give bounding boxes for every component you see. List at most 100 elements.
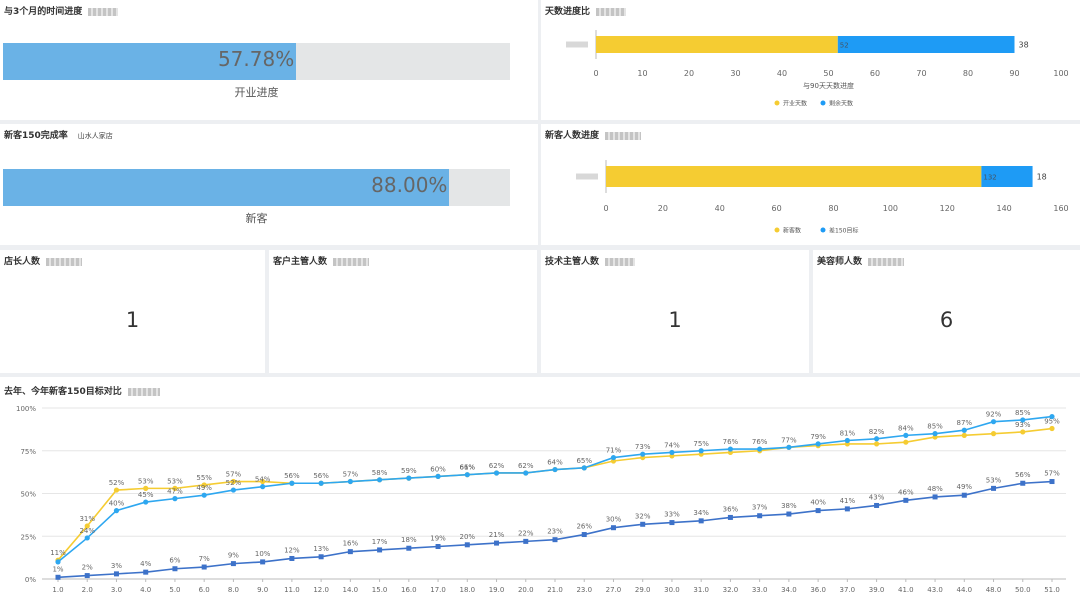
data-label: 20% [460,533,476,541]
data-label: 85% [1015,409,1031,417]
data-point [757,513,763,519]
data-label: 22% [518,529,534,537]
x-tick-label: 16.0 [401,586,417,594]
legend-label: 开业天数 [783,100,807,108]
data-label: 61% [460,464,476,472]
data-label: 37% [752,504,768,512]
data-point [201,564,207,570]
panel-title: 天数进度比 [545,4,627,17]
data-point [55,574,61,580]
x-tick-label: 1.0 [52,586,63,594]
data-point [991,485,997,491]
legend-label: 剩余天数 [829,100,853,108]
bar-segment-1 [606,166,982,187]
x-tick-label: 29.0 [635,586,651,594]
x-tick-label: 9.0 [257,586,268,594]
data-point [318,554,324,560]
redacted-category-label [576,173,598,180]
data-point [727,446,734,452]
data-point [347,549,353,555]
bar-segment-1 [596,36,838,53]
data-point [172,485,178,491]
x-tick-label: 80 [828,204,838,213]
data-label: 58% [372,469,388,477]
data-label: 57% [343,471,359,479]
kpi-title: 技术主管人数 [545,254,636,267]
data-point [435,544,441,550]
data-label: 32% [635,512,651,520]
data-label: 49% [957,483,973,491]
data-label: 81% [840,429,856,437]
kpi-beautician: 美容师人数 6 [813,250,1080,373]
data-label: 52% [226,479,242,487]
data-point [464,472,470,478]
x-tick-label: 44.0 [956,586,972,594]
data-point [815,508,821,514]
x-tick-label: 60 [772,204,782,213]
kpi-value: 1 [668,308,682,332]
data-point [113,508,120,514]
data-point [669,449,675,456]
progress-bar: 57.78% [3,43,510,80]
days-ratio-panel: 天数进度比 52 38 0 10 20 30 40 50 60 70 80 90 100 与90天天数进度… [541,0,1080,120]
x-tick-label: 8.0 [228,586,239,594]
data-point [932,431,938,437]
data-point [932,494,938,500]
data-point [435,473,441,479]
x-tick-label: 19.0 [489,586,505,594]
x-tick-label: 140 [996,204,1011,213]
data-point [610,525,616,531]
new-customer-rate-panel: 新客150完成率 山水人家店 88.00% 新客 [0,124,538,245]
kpi-tech-supervisor: 技术主管人数 1 [541,250,809,373]
x-tick-label: 70 [916,69,926,78]
x-tick-label: 0 [603,204,608,213]
data-point [84,535,90,541]
x-tick-label: 120 [940,204,955,213]
x-tick-label: 40 [777,69,787,78]
data-label: 23% [547,528,563,536]
data-point [84,573,90,579]
comparison-line-chart: 0% 25% 50% 75% 100% 1.0 2.0 3.0 4.0 5.0 6.0 8.0 9.0 1… [16,405,1066,594]
x-tick-label: 51.0 [1044,586,1060,594]
data-point [698,448,704,454]
bar-segment-2 [837,36,1015,53]
data-point [903,439,909,445]
data-label: 38 [1019,41,1029,50]
data-point [1049,413,1055,420]
data-point [844,506,850,512]
data-label: 56% [313,472,329,480]
data-point [523,538,529,544]
x-tick-label: 31.0 [693,586,709,594]
data-point [757,446,763,452]
kpi-store-manager: 店长人数 1 [0,250,265,373]
x-tick-label: 4.0 [140,586,151,594]
data-point [406,475,412,481]
data-label: 75% [693,440,709,448]
panel-title: 新客150完成率 山水人家店 [4,131,113,141]
data-point [610,454,617,461]
data-point [201,492,207,498]
data-point [55,559,61,565]
data-point [523,470,529,476]
data-label: 85% [927,423,943,431]
data-label: 45% [138,491,154,499]
data-label: 17% [372,538,388,546]
data-point [961,427,967,433]
data-label: 53% [986,476,1002,484]
redacted-text [127,387,160,396]
data-label: 12% [284,546,300,554]
data-point [260,484,266,490]
data-label: 93% [1015,421,1031,429]
x-axis-label: 与90天天数进度 [803,81,854,90]
data-label: 57% [1044,470,1060,478]
x-tick-label: 10 [637,69,647,78]
data-point [990,419,997,425]
data-point [874,502,880,508]
data-label: 47% [167,488,183,496]
data-label: 9% [228,552,239,560]
x-tick-label: 20 [684,69,694,78]
data-label: 10% [255,550,271,558]
data-label: 43% [869,493,885,501]
progress-caption: 开业进度 [234,86,279,99]
data-label: 41% [840,497,856,505]
